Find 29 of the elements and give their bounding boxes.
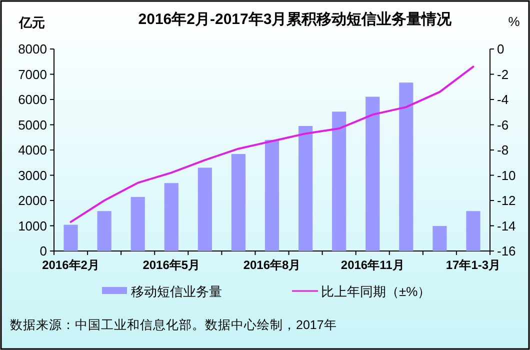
y2-tick-label: -8 (497, 142, 509, 158)
y2-tick-label: 0 (497, 42, 504, 56)
legend-label: 比上年同期（±%） (321, 284, 431, 299)
x-tick-label: 2016年11月 (340, 258, 404, 272)
y2-tick-label: -4 (497, 92, 509, 107)
y2-tick-label: -10 (497, 168, 516, 183)
x-tick-label: 2016年2月 (42, 258, 100, 272)
y2-tick-label: -6 (497, 117, 509, 132)
y-tick-label: 6000 (18, 92, 47, 107)
y-axis-title: 亿元 (18, 15, 45, 30)
y-tick-label: 8000 (18, 42, 47, 56)
chart-title: 2016年2月-2017年3月累积移动短信业务量情况 (138, 11, 453, 28)
x-tick-label: 2016年8月 (243, 258, 301, 272)
y-tick-label: 1000 (18, 218, 47, 234)
y-tick-label: 2000 (18, 193, 47, 208)
y2-tick-label: -16 (497, 244, 516, 258)
y-tick-label: 0 (40, 244, 47, 258)
x-tick-label: 17年1-3月 (446, 258, 501, 272)
y2-tick-label: -12 (497, 193, 516, 208)
y2-tick-label: -14 (497, 218, 516, 234)
y-tick-label: 5000 (18, 117, 47, 132)
y2-axis-title: % (508, 14, 520, 29)
legend-label: 移动短信业务量 (131, 284, 222, 299)
x-tick-label: 2016年5月 (142, 258, 200, 272)
y2-tick-label: -2 (497, 66, 509, 82)
y-tick-label: 3000 (18, 168, 47, 183)
y-tick-label: 7000 (18, 66, 47, 82)
source-note: 数据来源：中国工业和信息化部。数据中心绘制，2017年 (10, 317, 337, 332)
y-tick-label: 4000 (18, 142, 47, 158)
